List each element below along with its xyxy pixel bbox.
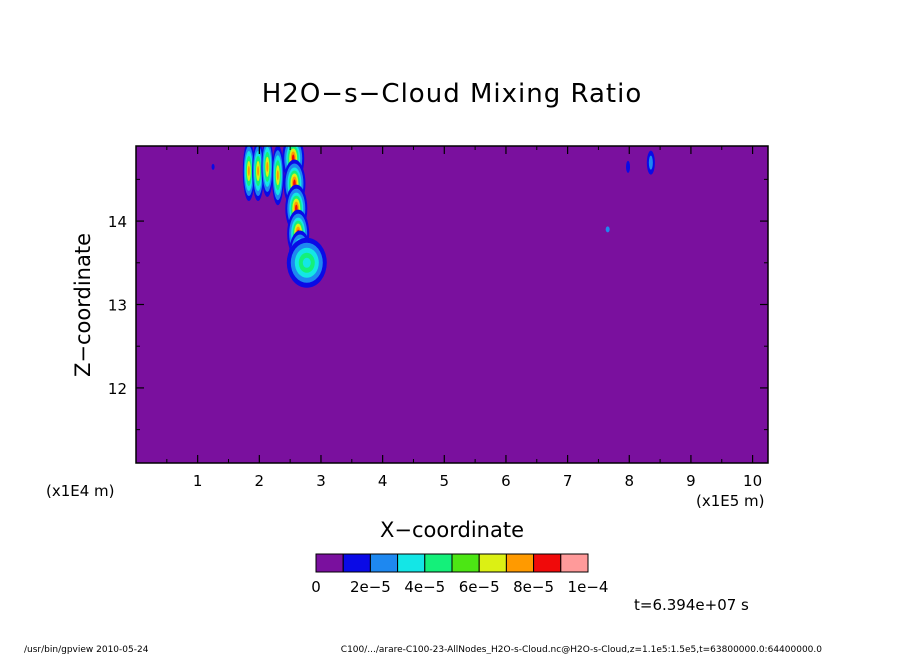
upper-streak [266, 161, 269, 172]
colorbar-label: 8e−5 [513, 578, 554, 596]
colorbar-swatch [369, 553, 399, 573]
upper-streak [247, 166, 250, 177]
x-tick-label: 3 [316, 472, 326, 490]
y-scale-note: (x1E4 m) [46, 482, 115, 500]
colorbar-swatch [424, 553, 453, 573]
colorbar-label: 4e−5 [404, 578, 445, 596]
colorbar-swatch [451, 553, 480, 573]
x-axis-ticks: 1 2 3 4 5 6 7 8 9 10 [166, 146, 762, 490]
colorbar: 0 2e−5 4e−5 6e−5 8e−5 1e−4 [311, 553, 609, 596]
colorbar-swatch [342, 553, 371, 573]
y-tick-label: 12 [108, 380, 127, 398]
left-dot [211, 163, 215, 170]
x-axis-label: X−coordinate [380, 518, 524, 542]
y-axis-label: Z−coordinate [71, 233, 95, 377]
colorbar-swatch [533, 553, 562, 573]
x-tick-label: 5 [440, 472, 450, 490]
contour-features [211, 146, 655, 288]
time-label: t=6.394e+07 s [634, 596, 749, 614]
x-tick-label: 4 [378, 472, 388, 490]
x-tick-label: 7 [563, 472, 573, 490]
plot-background [136, 146, 768, 463]
x-tick-label: 1 [193, 472, 203, 490]
footer-right: C100/.../arare-C100-23-AllNodes_H2O-s-Cl… [341, 645, 822, 654]
lower-cloud-blob [302, 257, 311, 268]
y-tick-label: 13 [108, 297, 127, 315]
x-scale-note: (x1E5 m) [696, 492, 765, 510]
colorbar-swatch [560, 553, 589, 573]
x-tick-label: 8 [624, 472, 634, 490]
upper-streak [276, 170, 279, 181]
colorbar-swatch [397, 553, 426, 573]
chart-title: H2O−s−Cloud Mixing Ratio [262, 79, 642, 109]
y-tick-label: 14 [108, 213, 127, 231]
x-tick-label: 9 [686, 472, 696, 490]
colorbar-label: 2e−5 [350, 578, 391, 596]
right-streak [648, 155, 653, 170]
x-tick-label: 10 [743, 472, 762, 490]
colorbar-swatch [478, 553, 507, 573]
colorbar-label: 0 [311, 578, 321, 596]
y-axis-ticks: 12 13 14 [108, 178, 768, 431]
right-streak [626, 160, 631, 173]
x-tick-label: 6 [501, 472, 511, 490]
upper-streak [257, 166, 260, 177]
x-tick-label: 2 [255, 472, 265, 490]
colorbar-label: 1e−4 [568, 578, 609, 596]
colorbar-label: 6e−5 [459, 578, 500, 596]
colorbar-swatch [505, 553, 535, 573]
right-dot [605, 226, 610, 233]
footer-left: /usr/bin/gpview 2010-05-24 [24, 645, 149, 654]
colorbar-swatch [315, 553, 344, 573]
